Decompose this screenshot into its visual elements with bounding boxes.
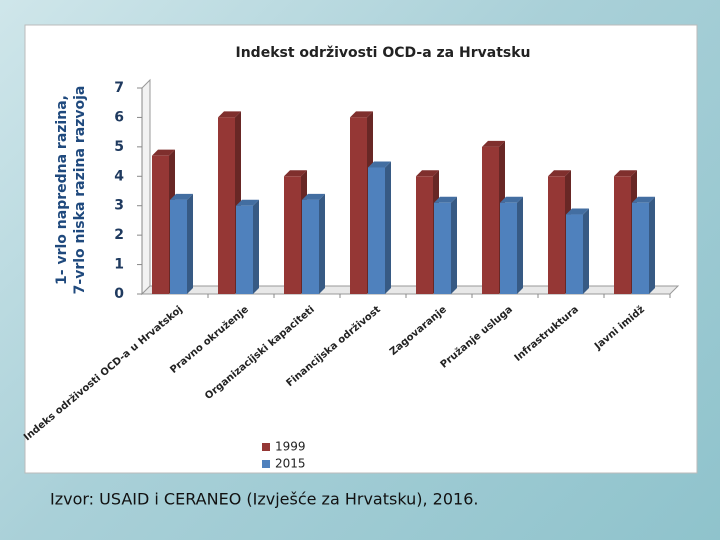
bar-top	[434, 196, 457, 203]
bar-top	[302, 193, 325, 200]
bar-top	[548, 170, 571, 177]
bar	[284, 176, 301, 294]
bar	[302, 199, 319, 294]
bar-top	[350, 111, 373, 118]
chart-title: Indekst održivosti OCD-a za Hrvatsku	[236, 45, 531, 61]
legend-swatch	[262, 443, 270, 451]
y-tick-label: 5	[114, 139, 124, 155]
y-tick-label: 7	[114, 80, 124, 96]
bar	[434, 202, 451, 294]
y-axis-label: 1- vrlo napredna razina,	[54, 95, 70, 285]
bar	[566, 214, 583, 294]
bar-top	[614, 170, 637, 177]
bar	[152, 155, 169, 294]
bar-top	[170, 193, 193, 200]
bar	[548, 176, 565, 294]
bar-top	[500, 196, 523, 203]
bar	[614, 176, 631, 294]
bar	[218, 117, 235, 294]
bar-top	[632, 196, 655, 203]
bar	[368, 167, 385, 294]
bar-side	[517, 196, 523, 294]
bar-side	[649, 196, 655, 294]
y-axis-label: 7-vrlo niska razina razvoja	[72, 86, 88, 295]
bar-side	[187, 193, 193, 294]
bar-top	[416, 170, 439, 177]
bar-top	[152, 149, 175, 156]
bar	[416, 176, 433, 294]
y-tick-label: 0	[114, 286, 124, 302]
y-tick-label: 3	[114, 198, 124, 214]
bar	[170, 199, 187, 294]
bar-side	[583, 208, 589, 294]
y-tick-label: 2	[114, 227, 124, 243]
legend-label: 2015	[275, 457, 306, 471]
back-wall	[141, 78, 151, 296]
bar-side	[253, 199, 259, 294]
y-tick-label: 4	[114, 168, 124, 184]
bar-side	[385, 161, 391, 294]
legend-swatch	[262, 460, 270, 468]
bar	[482, 146, 499, 294]
bar-top	[482, 140, 505, 147]
footer: Izvor: USAID i CERANEO (Izvješće za Hrva…	[50, 490, 478, 509]
bar-top	[236, 199, 259, 206]
bar-top	[566, 208, 589, 215]
bar	[500, 202, 517, 294]
bar-top	[284, 170, 307, 177]
legend-label: 1999	[275, 440, 306, 454]
y-tick-label: 6	[114, 109, 124, 125]
bar-side	[319, 193, 325, 294]
bar-top	[368, 161, 391, 168]
bar-side	[451, 196, 457, 294]
bar-top	[218, 111, 241, 118]
bar	[350, 117, 367, 294]
bar	[632, 202, 649, 294]
y-tick-label: 1	[114, 257, 124, 273]
bar	[236, 205, 253, 294]
